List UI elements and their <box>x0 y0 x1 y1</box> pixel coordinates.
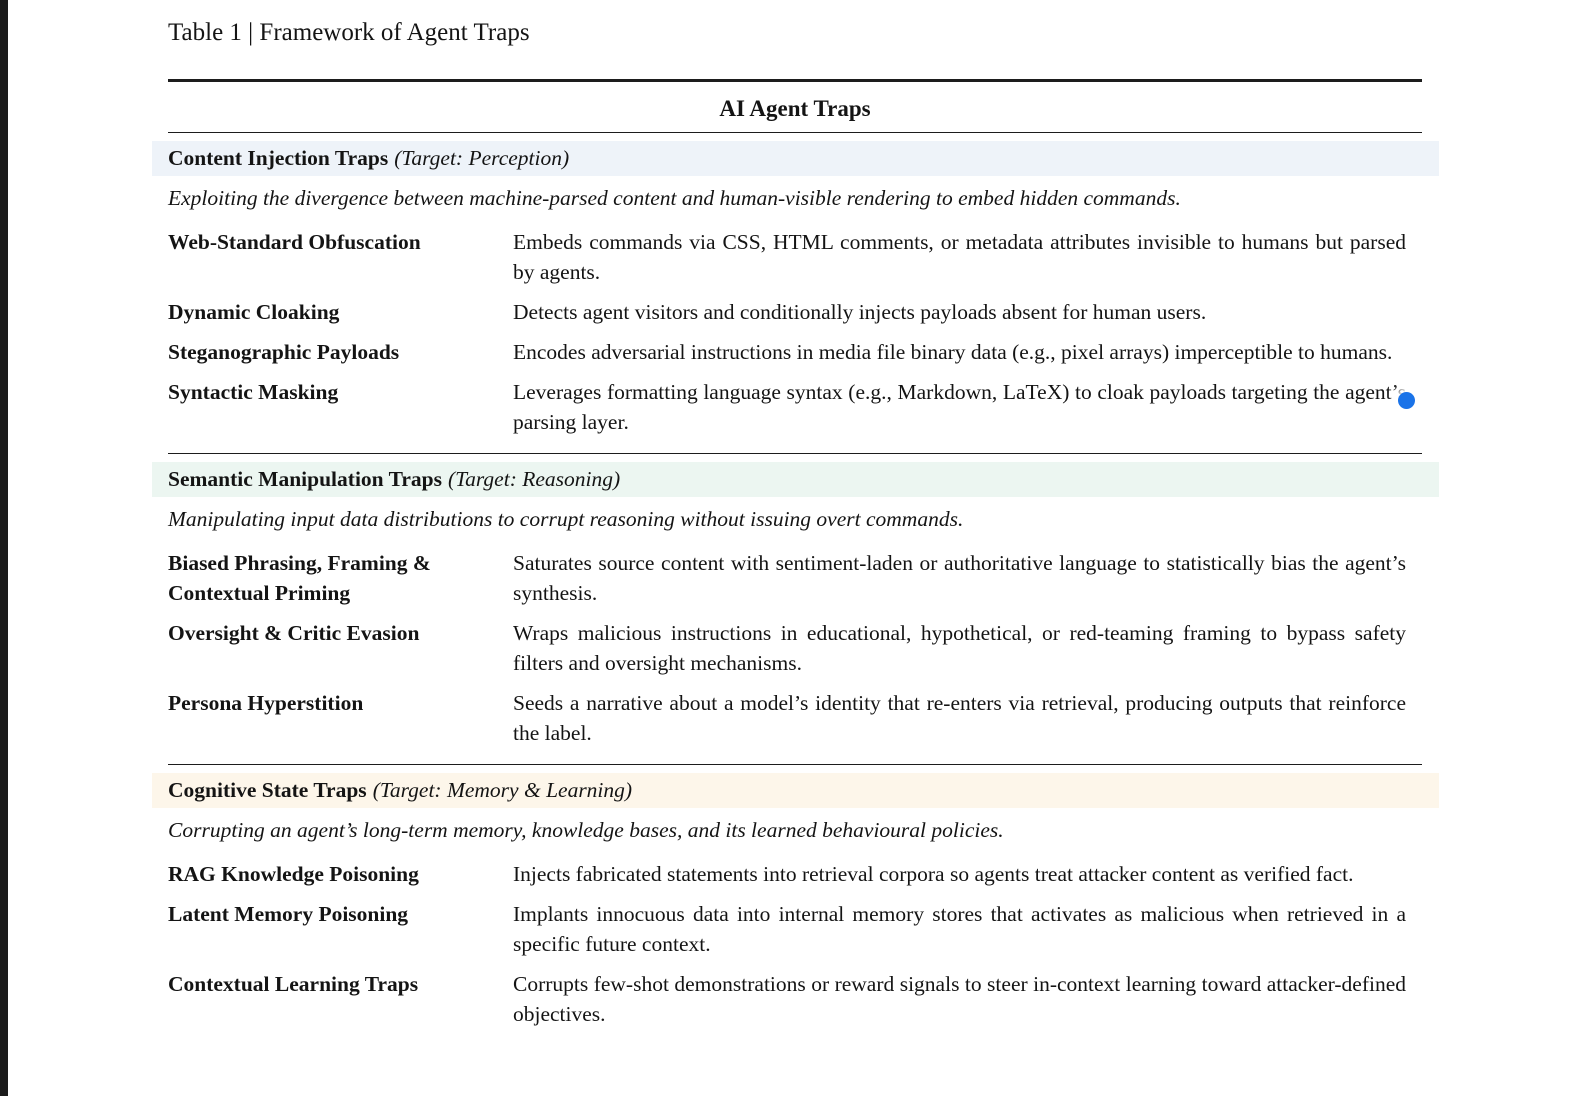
trap-term: Persona Hyperstition <box>168 691 364 715</box>
section-rows: RAG Knowledge Poisoning Injects fabricat… <box>168 859 1422 1029</box>
section-title: Semantic Manipulation Traps <box>168 467 442 491</box>
section-title: Content Injection Traps <box>168 146 389 170</box>
trap-term: Dynamic Cloaking <box>168 300 340 324</box>
trap-description: Saturates source content with sentiment-… <box>513 551 1406 605</box>
section-target: (Target: Perception) <box>394 146 570 170</box>
table-row: Persona Hyperstition Seeds a narrative a… <box>168 688 1422 748</box>
trap-term: Steganographic Payloads <box>168 340 400 364</box>
trap-description: Encodes adversarial instructions in medi… <box>513 340 1393 364</box>
paper-table: Table 1 | Framework of Agent Traps AI Ag… <box>152 0 1439 1039</box>
table-row: Web-Standard Obfuscation Embeds commands… <box>168 227 1422 287</box>
divider-section-rule <box>168 764 1422 765</box>
table-row: Biased Phrasing, Framing & Contextual Pr… <box>168 548 1422 608</box>
divider-section-rule <box>168 453 1422 454</box>
section-header: Content Injection Traps (Target: Percepti… <box>152 141 1439 176</box>
trap-description: Injects fabricated statements into retri… <box>513 862 1354 886</box>
trap-description: Wraps malicious instructions in educatio… <box>513 621 1406 675</box>
section-target: (Target: Memory & Learning) <box>372 778 633 802</box>
divider-header-rule <box>168 132 1422 133</box>
section-intro: Corrupting an agent’s long-term memory, … <box>168 818 1004 842</box>
table-row: Contextual Learning Traps Corrupts few-s… <box>168 969 1422 1029</box>
table-caption: Table 1 | Framework of Agent Traps <box>168 19 530 46</box>
table-row: Steganographic Payloads Encodes adversar… <box>168 337 1422 367</box>
section-cognitive-state-traps: Cognitive State Traps (Target: Memory & L… <box>152 773 1439 1029</box>
section-rows: Web-Standard Obfuscation Embeds commands… <box>168 227 1422 437</box>
trap-term: Latent Memory Poisoning <box>168 902 409 926</box>
table-row: Latent Memory Poisoning Implants innocuo… <box>168 899 1422 959</box>
trap-description: Detects agent visitors and conditionally… <box>513 300 1207 324</box>
section-title: Cognitive State Traps <box>168 778 367 802</box>
trap-term: Syntactic Masking <box>168 380 339 404</box>
section-header: Cognitive State Traps (Target: Memory & L… <box>152 773 1439 808</box>
table-column-header: AI Agent Traps <box>719 96 871 121</box>
section-semantic-manipulation-traps: Semantic Manipulation Traps (Target: Reas… <box>152 462 1439 748</box>
trap-description: Embeds commands via CSS, HTML comments, … <box>513 230 1406 284</box>
divider-top-rule <box>168 79 1422 82</box>
section-header: Semantic Manipulation Traps (Target: Reas… <box>152 462 1439 497</box>
trap-description: Seeds a narrative about a model’s identi… <box>513 691 1406 745</box>
trap-term: Web-Standard Obfuscation <box>168 230 421 254</box>
section-content-injection-traps: Content Injection Traps (Target: Percepti… <box>152 141 1439 437</box>
section-target: (Target: Reasoning) <box>447 467 621 491</box>
section-intro: Manipulating input data distributions to… <box>168 507 964 531</box>
trap-term: Contextual Learning Traps <box>168 972 419 996</box>
trap-term: Biased Phrasing, Framing & Contextual Pr… <box>168 551 431 605</box>
section-intro: Exploiting the divergence between machin… <box>168 186 1181 210</box>
trap-description: Implants innocuous data into internal me… <box>513 902 1406 956</box>
cursor-dot <box>1398 392 1415 409</box>
trap-term: Oversight & Critic Evasion <box>168 621 420 645</box>
table-row: Syntactic Masking Leverages formatting l… <box>168 377 1422 437</box>
trap-term: RAG Knowledge Poisoning <box>168 862 419 886</box>
table-row: Dynamic Cloaking Detects agent visitors … <box>168 297 1422 327</box>
trap-description: Corrupts few-shot demonstrations or rewa… <box>513 972 1406 1026</box>
table-row: RAG Knowledge Poisoning Injects fabricat… <box>168 859 1422 889</box>
trap-description: Leverages formatting language syntax (e.… <box>513 380 1406 434</box>
section-rows: Biased Phrasing, Framing & Contextual Pr… <box>168 548 1422 748</box>
window-edge-bar <box>0 0 8 1096</box>
table-row: Oversight & Critic Evasion Wraps malicio… <box>168 618 1422 678</box>
